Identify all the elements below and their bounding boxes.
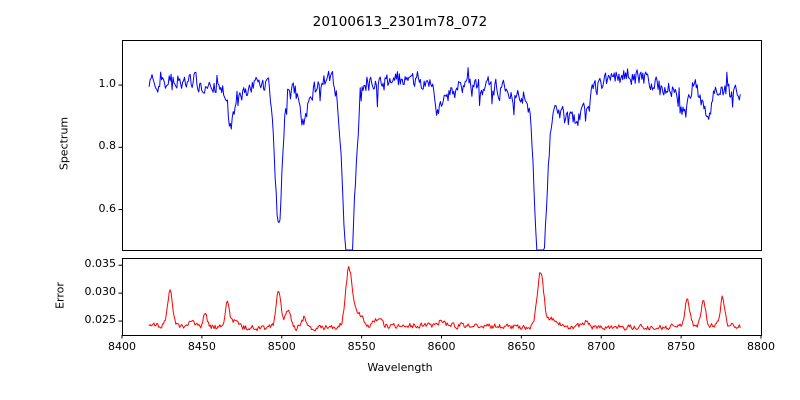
x-tick-label: 8450 xyxy=(187,340,216,353)
x-tick-label: 8500 xyxy=(267,340,296,353)
x-tick-label: 8550 xyxy=(347,340,376,353)
y-axis-label-spectrum: Spectrum xyxy=(57,116,71,171)
x-axis-label: Wavelength xyxy=(367,361,433,374)
x-tick-label: 8600 xyxy=(427,340,456,353)
x-tick-label: 8700 xyxy=(587,340,616,353)
y-tick-label-error: 0.035 xyxy=(84,257,117,271)
y-tick-label-error: 0.030 xyxy=(84,285,117,299)
x-tick-label: 8650 xyxy=(507,340,536,353)
x-tick-label: 8400 xyxy=(108,340,136,353)
y-tick-label-spectrum: 1.0 xyxy=(98,77,117,91)
y-tick-label-error: 0.025 xyxy=(84,313,117,327)
spectrum-line xyxy=(148,67,741,251)
error-panel-frame xyxy=(122,258,762,336)
x-tick-label: 8750 xyxy=(667,340,696,353)
error-line xyxy=(148,266,741,332)
figure-title: 20100613_2301m78_072 xyxy=(312,14,488,30)
x-tick-label: 8800 xyxy=(747,340,775,353)
spectrum-panel-frame xyxy=(122,40,762,251)
y-tick-label-spectrum: 0.6 xyxy=(98,201,117,215)
y-axis-label-error: Error xyxy=(53,281,67,309)
y-tick-label-spectrum: 0.8 xyxy=(98,139,117,153)
